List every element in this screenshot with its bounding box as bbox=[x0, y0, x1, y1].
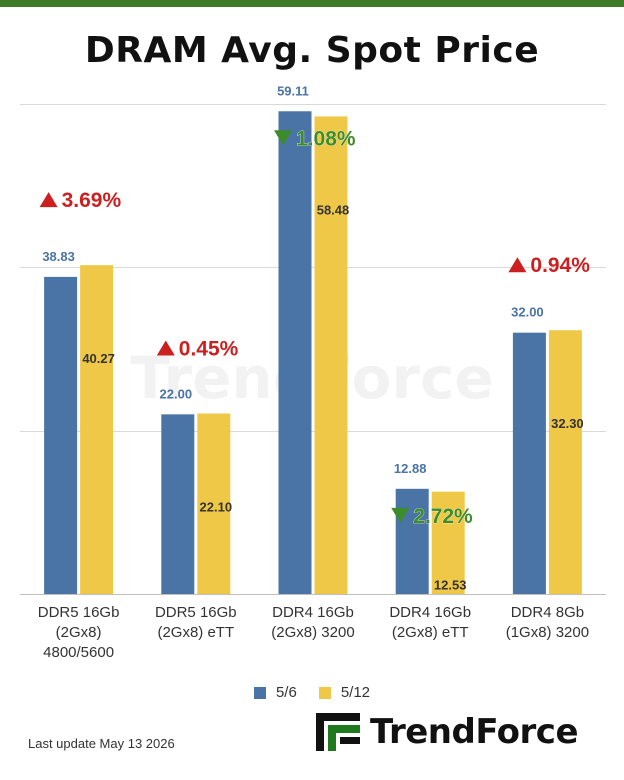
change-percent-label: 3.69% bbox=[62, 189, 122, 212]
chart-legend: 5/6 5/12 bbox=[0, 684, 624, 701]
bar-series-2 bbox=[80, 265, 114, 594]
data-label-series-2: 58.48 bbox=[317, 202, 350, 217]
legend-label-series-2: 5/12 bbox=[340, 684, 371, 701]
data-label-series-1: 59.11 bbox=[277, 83, 309, 98]
bar-series-2 bbox=[431, 491, 465, 594]
change-percent-label: 0.45% bbox=[179, 338, 239, 361]
bar-series-1 bbox=[161, 414, 195, 594]
bar-series-1 bbox=[512, 332, 546, 594]
category-label: (2Gx8) 3200 bbox=[271, 624, 354, 641]
data-label-series-1: 38.83 bbox=[42, 249, 75, 264]
category-label: 4800/5600 bbox=[43, 644, 114, 661]
bar-series-1 bbox=[395, 488, 429, 594]
trendforce-watermark: TrendForce bbox=[130, 344, 493, 412]
bar-series-2 bbox=[548, 330, 582, 594]
category-label: DDR4 8Gb bbox=[511, 604, 584, 621]
legend-swatch-series-2 bbox=[318, 686, 331, 699]
up-triangle-icon bbox=[156, 340, 175, 356]
down-triangle-icon bbox=[391, 507, 410, 523]
category-label: (1Gx8) 3200 bbox=[506, 624, 589, 641]
data-label-series-1: 22.00 bbox=[160, 386, 193, 401]
change-percent-label: 0.94% bbox=[530, 254, 590, 277]
data-label-series-2: 22.10 bbox=[200, 500, 233, 515]
legend-item-series-1: 5/6 bbox=[253, 684, 297, 701]
bar-series-1 bbox=[44, 276, 78, 594]
data-label-series-1: 12.88 bbox=[394, 461, 427, 476]
trendforce-logo: TrendForce bbox=[316, 712, 579, 752]
change-percent-label: 1.08% bbox=[296, 127, 356, 150]
category-label: (2Gx8) eTT bbox=[392, 624, 469, 641]
last-update-note: Last update May 13 2026 bbox=[28, 736, 175, 751]
bar-chart: TrendForce 38.83 40.27 3.69% DDR5 16Gb (2Gx8)… bbox=[20, 83, 606, 661]
bar-series-2 bbox=[314, 116, 348, 594]
trendforce-logo-text: TrendForce bbox=[370, 712, 579, 752]
data-label-series-2: 32.30 bbox=[551, 416, 584, 431]
category-label: DDR5 16Gb bbox=[38, 604, 120, 621]
legend-item-series-2: 5/12 bbox=[318, 684, 371, 701]
category-label: DDR5 16Gb bbox=[155, 604, 237, 621]
category-label: DDR4 16Gb bbox=[272, 604, 354, 621]
down-triangle-icon bbox=[274, 130, 292, 146]
up-triangle-icon bbox=[39, 192, 58, 208]
up-triangle-icon bbox=[508, 257, 527, 273]
bar-series-1 bbox=[278, 111, 312, 594]
category-label: (2Gx8) bbox=[56, 624, 102, 641]
change-percent-label: 2.72% bbox=[413, 505, 473, 528]
data-label-series-2: 40.27 bbox=[82, 351, 115, 366]
legend-swatch-series-1 bbox=[253, 686, 266, 699]
category-label: DDR4 16Gb bbox=[389, 604, 471, 621]
data-label-series-2: 12.53 bbox=[434, 578, 467, 593]
chart-title: DRAM Avg. Spot Price bbox=[84, 30, 540, 71]
legend-label-series-1: 5/6 bbox=[275, 684, 297, 701]
trendforce-logo-icon bbox=[316, 713, 360, 751]
header-accent-bar bbox=[0, 0, 624, 7]
data-label-series-1: 32.00 bbox=[511, 305, 544, 320]
bar-series-2 bbox=[197, 413, 231, 594]
category-label: (2Gx8) eTT bbox=[157, 624, 234, 641]
